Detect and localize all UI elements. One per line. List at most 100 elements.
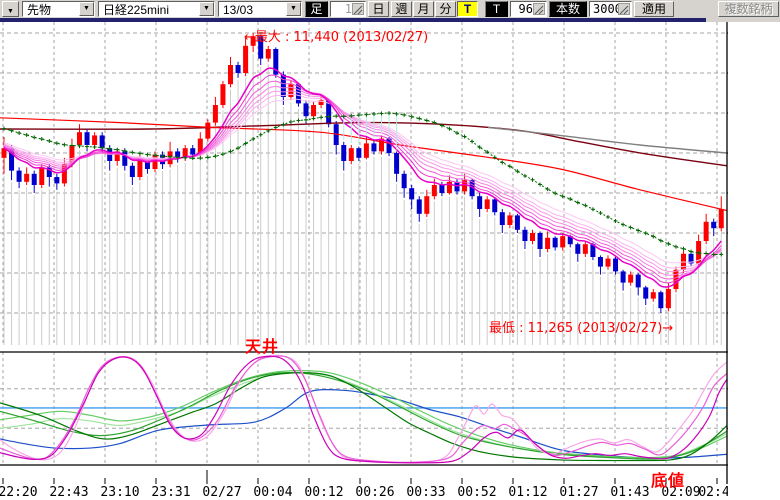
red-ma-line <box>0 118 727 211</box>
candle-down <box>711 222 716 228</box>
candle-down <box>402 174 407 188</box>
t-value-inputbox <box>510 1 547 17</box>
candle-down <box>477 196 482 209</box>
candle-down <box>236 65 241 73</box>
chevron-down-icon[interactable]: ▼ <box>199 2 214 16</box>
candle-down <box>281 75 286 97</box>
spinner-icon[interactable] <box>352 3 364 15</box>
candle-down <box>598 257 603 267</box>
candle-up <box>243 46 248 73</box>
price-chart[interactable]: 11,44011,41511,39011,36511,34011,31511,2… <box>0 22 780 500</box>
guppy-ema-line <box>4 68 721 287</box>
symbol-combobox[interactable]: 日経225mini ▼ <box>98 1 215 17</box>
chevron-down-icon: ▼ <box>7 8 14 15</box>
spinner-icon[interactable] <box>533 3 545 15</box>
candle-up <box>364 143 369 157</box>
minute-button[interactable]: 分 <box>435 1 456 17</box>
interval-inputbox <box>330 1 366 17</box>
candle-up <box>137 161 142 177</box>
chevron-down-icon[interactable]: ▼ <box>79 2 94 16</box>
candle-down <box>492 199 497 212</box>
category-value: 先物 <box>27 3 51 17</box>
candle-up <box>666 289 671 308</box>
week-button[interactable]: 週 <box>391 1 412 17</box>
candle-down <box>643 287 648 298</box>
category-combobox[interactable]: 先物 ▼ <box>22 1 95 17</box>
candle-up <box>545 238 550 249</box>
candle-up <box>606 259 611 267</box>
candle-up <box>266 49 271 59</box>
candle-up <box>220 84 225 105</box>
axis-gutter <box>728 22 780 500</box>
candle-up <box>560 236 565 247</box>
max-price-annotation: ←最大 : 11,440 (2013/02/27) <box>244 26 428 45</box>
candle-down <box>636 275 641 288</box>
rci-line-green-dark <box>0 373 727 461</box>
time-tick-label: 00:04 <box>253 485 292 500</box>
candle-down <box>417 199 422 213</box>
time-tick-label: 02:4 <box>698 485 729 500</box>
interval-input[interactable] <box>332 2 354 15</box>
time-tick-label: 23:31 <box>151 485 190 500</box>
candle-up <box>24 174 29 182</box>
time-tick-label: 00:12 <box>304 485 343 500</box>
time-tick-label: 23:10 <box>100 485 139 500</box>
candle-up <box>651 292 656 298</box>
candle-down <box>85 132 90 145</box>
day-button[interactable]: 日 <box>368 1 389 17</box>
month-button[interactable]: 月 <box>413 1 434 17</box>
time-tick-label: 22:20 <box>0 485 38 500</box>
bottom-annotation: 底値 <box>651 467 685 491</box>
candle-down <box>439 185 444 193</box>
candle-up <box>719 209 724 228</box>
candle-down <box>341 145 346 161</box>
candle-up <box>77 132 82 145</box>
contract-combobox[interactable]: 13/03 ▼ <box>218 1 302 17</box>
candle-up <box>205 123 210 139</box>
tick-button[interactable]: T <box>457 1 478 17</box>
honsu-inputbox <box>589 1 632 17</box>
spinner-icon[interactable] <box>618 3 630 15</box>
guppy-ema-line <box>4 75 721 283</box>
time-tick-label: 01:12 <box>508 485 547 500</box>
candle-up <box>39 167 44 185</box>
time-tick-label: 00:52 <box>457 485 496 500</box>
toolbar: ▼ 先物 ▼ 日経225mini ▼ 13/03 ▼ 足 日 週 月 分 T T… <box>0 0 780 18</box>
candle-down <box>54 177 59 183</box>
min-price-annotation: 最低 : 11,265 (2013/02/27)→ <box>489 317 673 336</box>
candle-down <box>371 143 376 151</box>
candle-down <box>500 212 505 225</box>
t-value-input[interactable] <box>512 2 535 15</box>
candle-down <box>575 244 580 254</box>
rci-line-magenta-light <box>0 355 727 463</box>
guppy-ema-line <box>4 81 721 279</box>
candle-down <box>190 148 195 154</box>
candle-down <box>455 182 460 192</box>
ceiling-annotation: 天井 <box>245 333 279 357</box>
chevron-down-icon[interactable]: ▼ <box>286 2 301 16</box>
multi-symbol-button[interactable]: 複数銘柄 <box>718 1 779 17</box>
candle-down <box>32 174 37 185</box>
candle-up <box>311 105 316 116</box>
app-window: ▼ 先物 ▼ 日経225mini ▼ 13/03 ▼ 足 日 週 月 分 T T… <box>0 0 780 500</box>
candle-up <box>485 199 490 209</box>
ashi-label: 足 <box>305 1 328 17</box>
honsu-input[interactable] <box>591 2 620 15</box>
candle-up <box>349 148 354 161</box>
candle-down <box>304 103 309 116</box>
nav-dropdown-button[interactable]: ▼ <box>2 1 19 17</box>
time-tick-label: 00:33 <box>406 485 445 500</box>
candle-down <box>658 292 663 308</box>
candle-up <box>92 135 97 145</box>
candle-up <box>507 215 512 225</box>
apply-button[interactable]: 適用 <box>634 1 674 17</box>
candle-up <box>213 105 218 123</box>
t-label: T <box>485 1 508 17</box>
time-tick-label: 22:43 <box>49 485 88 500</box>
gray-ma-line <box>488 127 727 153</box>
candle-down <box>17 171 22 182</box>
candle-down <box>621 271 626 282</box>
contract-value: 13/03 <box>223 3 253 17</box>
candle-up <box>583 244 588 254</box>
rci-line-magenta-dark <box>0 356 727 462</box>
